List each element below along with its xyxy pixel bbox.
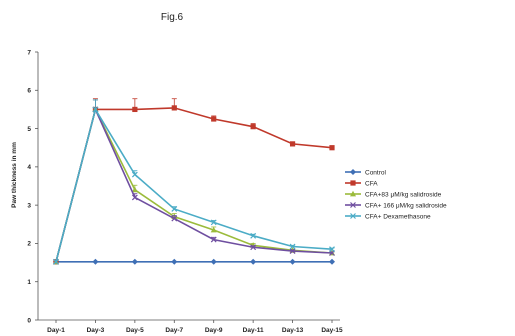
y-tick-label: 2: [27, 241, 31, 248]
legend-marker: [350, 202, 356, 208]
y-tick-label: 3: [27, 202, 31, 209]
series-4: [53, 99, 335, 265]
x-tick-label: Day-9: [205, 327, 223, 334]
legend-marker: [350, 180, 356, 186]
data-point: [210, 236, 217, 243]
x-tick-label: Day-3: [87, 327, 105, 334]
legend-marker: [350, 190, 356, 197]
data-point: [289, 258, 296, 265]
data-point: [329, 145, 335, 151]
data-point: [329, 258, 335, 265]
legend-item: CFA+ 166 μM/kg salidroside: [345, 202, 447, 209]
data-point: [171, 105, 177, 111]
data-point: [289, 248, 296, 255]
data-point: [131, 258, 138, 265]
y-axis-label: Paw thickness in mm: [11, 142, 18, 208]
legend: Control CFA CFA+83 μM/kg salidroside CFA+ 1…: [345, 169, 447, 220]
series-1: [53, 258, 335, 265]
data-point: [131, 171, 138, 178]
series-2: [53, 98, 335, 265]
series-line: [55, 107, 333, 263]
legend-label: CFA+ Dexamethasone: [365, 213, 431, 220]
data-point: [210, 219, 217, 226]
data-point: [53, 258, 59, 265]
series-line: [55, 107, 333, 263]
data-point: [289, 243, 296, 250]
data-point: [250, 258, 257, 265]
x-tick-label: Day-1: [47, 327, 65, 334]
data-point: [171, 206, 178, 212]
legend-item: Control: [345, 169, 387, 176]
data-point: [210, 258, 217, 265]
data-point: [211, 116, 217, 122]
series-layer: [53, 98, 335, 265]
y-tick-label: 6: [27, 88, 31, 95]
y-tick-label: 0: [27, 317, 31, 324]
legend-marker: [350, 169, 356, 175]
x-tick-label: Day-7: [165, 327, 183, 334]
axes: 0 1 2 3 4 5 6 7 Day-1 Day-3 Day-5 Day-7 Day-9 Day-11 D…: [27, 49, 343, 334]
data-point: [132, 106, 138, 113]
series-line: [55, 107, 333, 263]
x-tick-label: Day-15: [321, 327, 343, 334]
legend-item: CFA+83 μM/kg salidroside: [345, 190, 442, 198]
data-point: [289, 141, 296, 147]
data-point: [329, 246, 335, 253]
legend-label: CFA: [365, 180, 378, 187]
data-point: [131, 186, 138, 193]
series-line: [55, 107, 333, 263]
data-point: [250, 124, 256, 130]
series-3: [53, 99, 335, 265]
y-tick-label: 4: [27, 164, 31, 171]
data-point: [250, 244, 257, 251]
x-tick-label: Day-13: [282, 327, 304, 334]
data-point: [92, 106, 99, 113]
data-point: [210, 226, 217, 233]
legend-label: CFA+83 μM/kg salidroside: [365, 191, 442, 198]
data-point: [171, 258, 178, 265]
data-point: [171, 215, 178, 222]
data-point: [92, 258, 99, 265]
data-point: [131, 194, 138, 201]
y-tick-label: 5: [27, 126, 31, 133]
chart-title: Fig.6: [161, 12, 184, 23]
data-point: [250, 232, 257, 239]
x-tick-label: Day-11: [243, 327, 264, 334]
series-5: [53, 99, 335, 265]
legend-item: CFA: [345, 180, 378, 187]
legend-label: Control: [365, 169, 387, 176]
legend-item: CFA+ Dexamethasone: [345, 213, 431, 220]
legend-marker: [350, 213, 356, 219]
x-tick-label: Day-5: [126, 327, 144, 334]
legend-label: CFA+ 166 μM/kg salidroside: [365, 202, 447, 209]
y-tick-label: 1: [27, 279, 31, 286]
y-tick-label: 7: [27, 49, 31, 56]
